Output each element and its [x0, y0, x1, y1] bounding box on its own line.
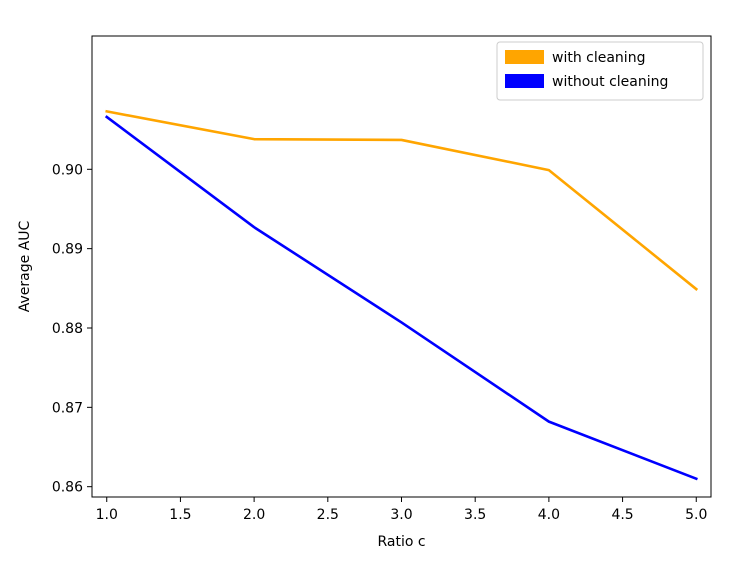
x-tick-label: 3.0	[390, 507, 412, 523]
y-tick-label: 0.89	[52, 242, 83, 258]
y-tick-label: 0.90	[52, 162, 83, 178]
x-tick-label: 2.5	[317, 507, 339, 523]
y-tick-label: 0.88	[52, 321, 83, 337]
x-tick-label: 5.0	[685, 507, 707, 523]
x-tick-label: 1.5	[169, 507, 191, 523]
series-lines	[104, 109, 699, 481]
y-tick-label: 0.87	[52, 400, 83, 416]
legend-box	[496, 41, 704, 101]
legend: with cleaning without cleaning	[496, 41, 704, 101]
legend-label: without cleaning	[552, 74, 668, 90]
x-tick-label: 4.0	[538, 507, 560, 523]
x-axis: 1.0 1.5 2.0 2.5 3.0 3.5 4.0 4.5 5.0	[96, 497, 707, 523]
x-tick-label: 4.5	[611, 507, 633, 523]
series-line-1	[105, 109, 699, 291]
x-tick-label: 2.0	[243, 507, 265, 523]
y-tick-label: 0.86	[52, 480, 83, 496]
series-line-2	[104, 115, 698, 481]
x-tick-label: 3.5	[464, 507, 486, 523]
legend-swatch	[505, 74, 544, 88]
legend-label: with cleaning	[552, 50, 645, 66]
x-tick-label: 1.0	[96, 507, 118, 523]
plot-area-frame	[91, 35, 712, 498]
legend-swatch	[505, 50, 544, 64]
x-axis-label: Ratio c	[377, 534, 425, 550]
y-axis: 0.86 0.87 0.88 0.89 0.90	[52, 162, 92, 496]
y-axis-label: Average AUC	[17, 221, 33, 313]
